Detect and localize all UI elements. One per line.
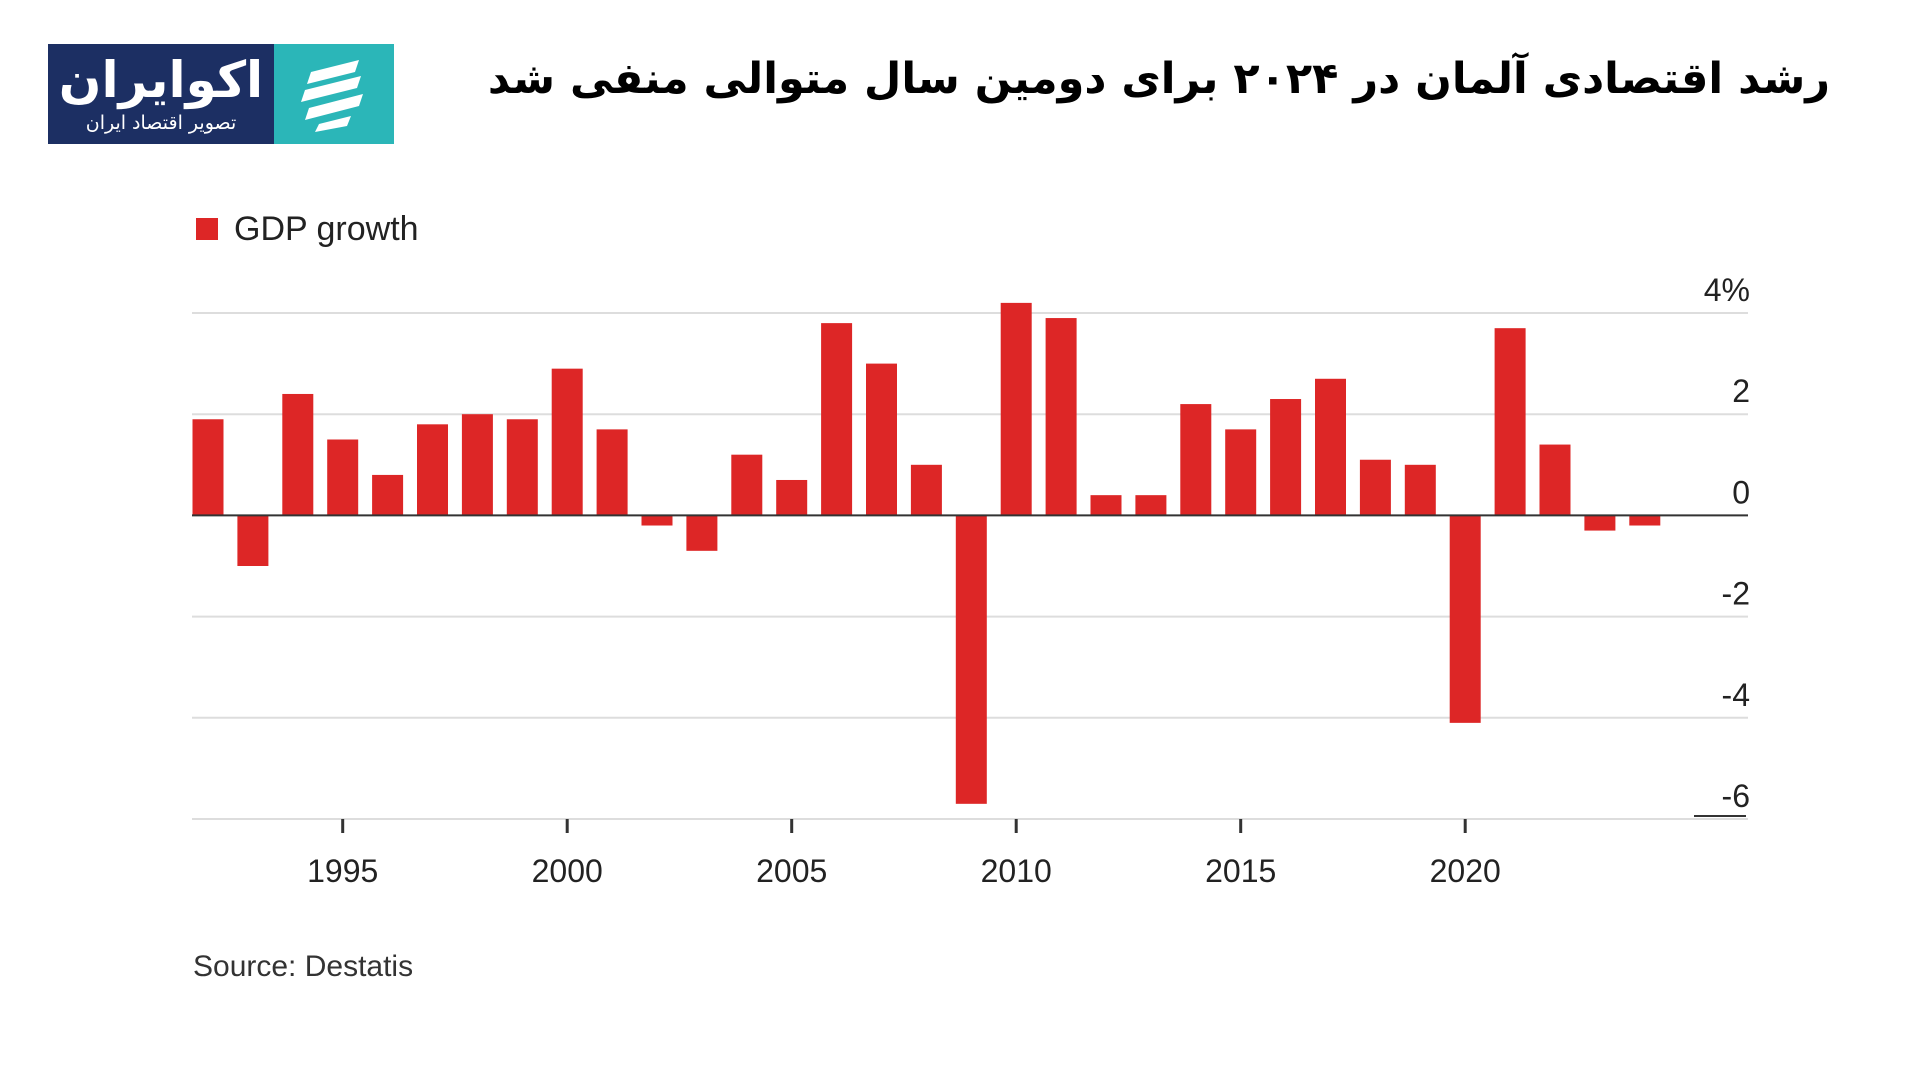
y-tick-label: -6 <box>1722 778 1750 814</box>
bar-2010 <box>1000 302 1032 516</box>
bar-1994 <box>282 393 314 516</box>
bar-2007 <box>866 363 897 516</box>
bar-1998 <box>461 414 493 516</box>
chart-legend: GDP growth <box>196 209 419 248</box>
y-tick-label: 2 <box>1732 373 1750 409</box>
bar-1996 <box>372 474 404 516</box>
bar-1999 <box>506 419 538 516</box>
source-note: Source: Destatis <box>193 950 414 983</box>
bar-1995 <box>327 439 359 516</box>
x-tick-label: 2005 <box>756 853 827 889</box>
bar-2017 <box>1315 378 1346 516</box>
bar-2000 <box>551 368 583 516</box>
page-title: رشد اقتصادی آلمان در ۲۰۲۴ برای دومین سال… <box>487 54 1830 104</box>
logo-name: اکوایران <box>58 51 264 109</box>
bar-2002 <box>641 515 673 526</box>
bar-2024 <box>1629 515 1661 526</box>
y-tick-label: -2 <box>1722 576 1750 612</box>
bar-2020 <box>1449 515 1481 723</box>
bar-2011 <box>1045 318 1077 516</box>
bar-2016 <box>1270 399 1302 516</box>
logo-mark-icon <box>274 44 394 144</box>
y-tick-label: 0 <box>1732 474 1750 510</box>
bar-2012 <box>1090 495 1122 516</box>
bar-2018 <box>1359 459 1391 516</box>
bar-2021 <box>1494 328 1526 516</box>
bar-2004 <box>731 454 763 516</box>
bar-2019 <box>1404 464 1436 516</box>
bar-2001 <box>596 429 628 516</box>
bar-2015 <box>1225 429 1257 516</box>
x-tick-label: 2015 <box>1205 853 1276 889</box>
bar-2008 <box>910 464 942 516</box>
bar-2022 <box>1539 444 1571 516</box>
x-tick-label: 2000 <box>532 853 603 889</box>
x-tick-label: 2020 <box>1430 853 1501 889</box>
legend-label: GDP growth <box>234 209 419 248</box>
logo-wordmark: اکوایران تصویر اقتصاد ایران <box>48 44 274 144</box>
bar-2014 <box>1180 404 1212 516</box>
bar-2023 <box>1584 515 1616 531</box>
logo-tagline: تصویر اقتصاد ایران <box>85 112 237 134</box>
legend-swatch <box>196 218 218 240</box>
bar-1993 <box>237 515 269 566</box>
y-tick-label: -4 <box>1722 677 1750 713</box>
bar-1997 <box>417 424 448 516</box>
x-tick-label: 1995 <box>307 853 378 889</box>
y-tick-label: 4% <box>1704 272 1750 308</box>
bar-2009 <box>955 515 987 804</box>
logo: اکوایران تصویر اقتصاد ایران <box>48 44 394 144</box>
bar-2006 <box>821 323 853 516</box>
bar-1992 <box>192 419 224 516</box>
x-tick-label: 2010 <box>981 853 1052 889</box>
bar-2003 <box>686 515 718 551</box>
bar-2013 <box>1135 495 1167 516</box>
bar-2005 <box>776 479 808 516</box>
